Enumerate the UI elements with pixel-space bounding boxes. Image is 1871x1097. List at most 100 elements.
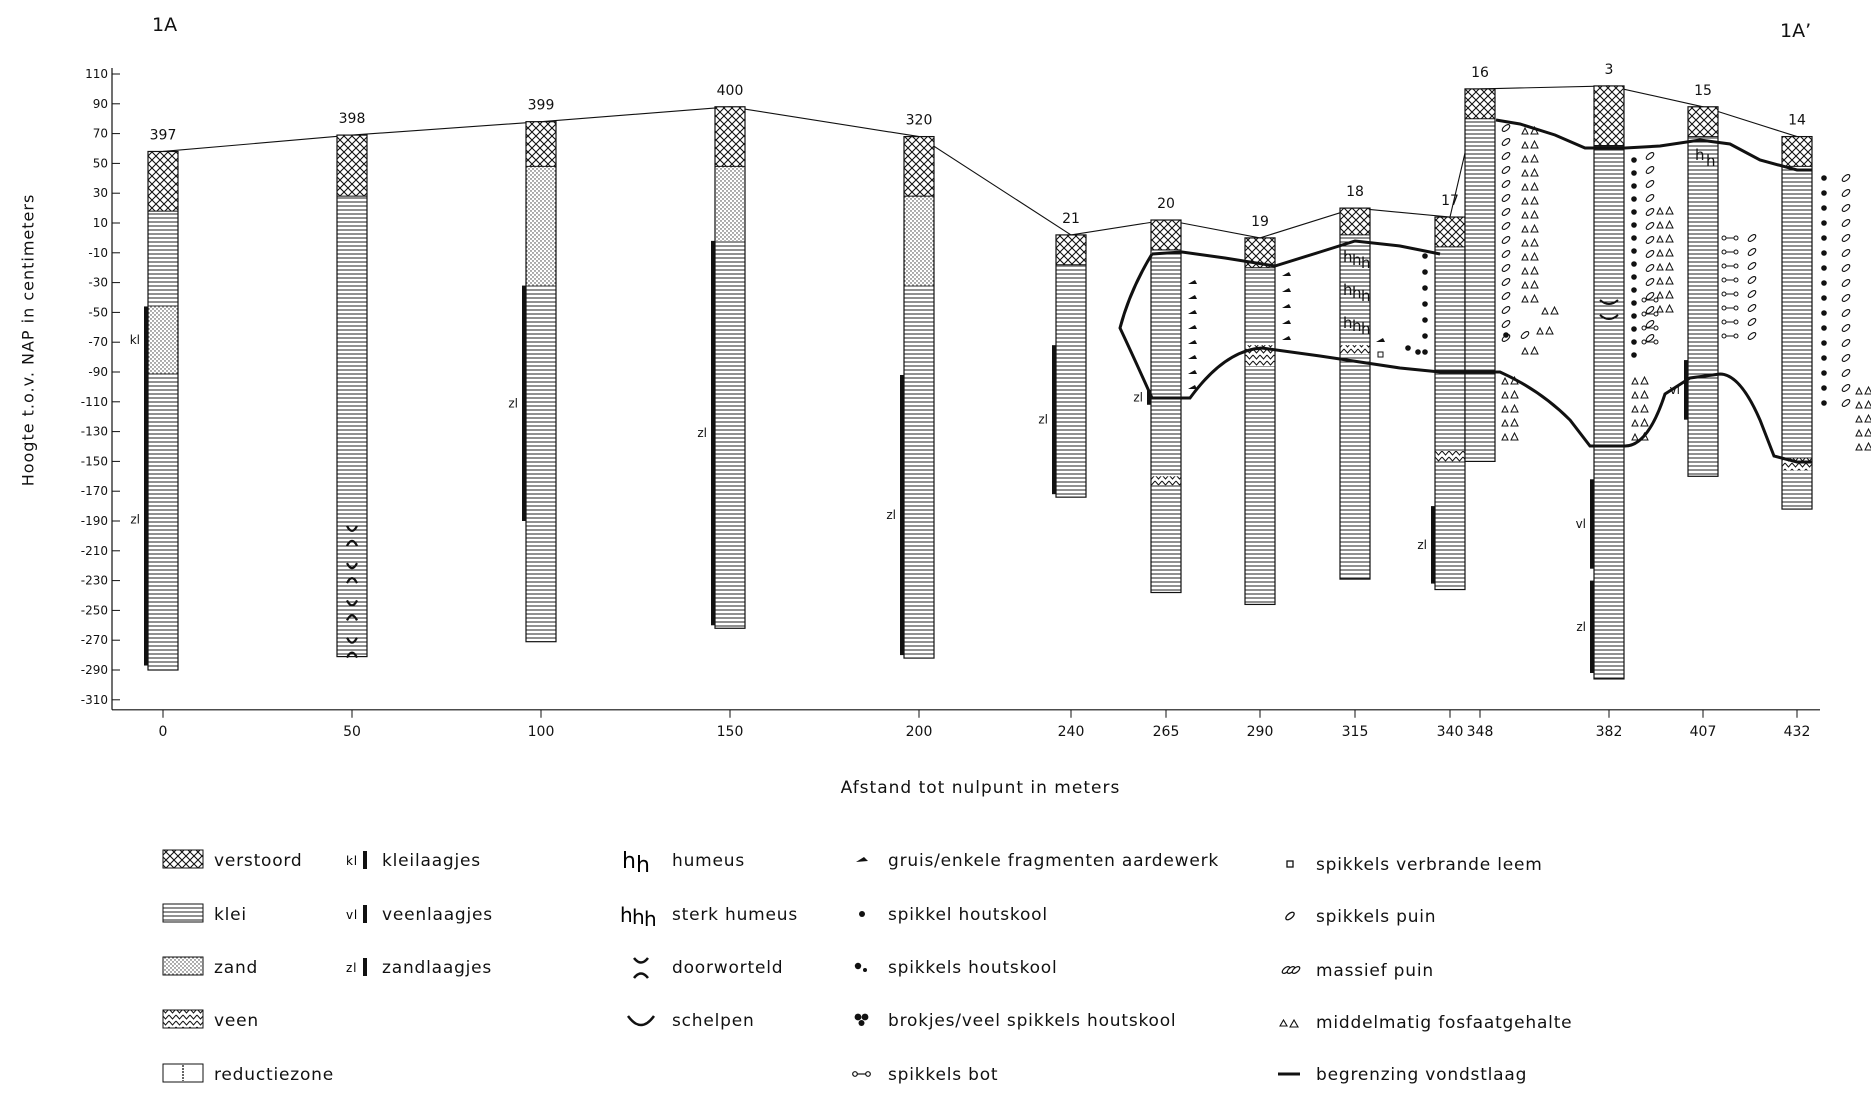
pottery-grit-icon xyxy=(1188,370,1197,374)
rooted-icon xyxy=(620,955,662,981)
phosphate-triangles-icon xyxy=(1855,385,1871,395)
legend-item-fosfaat: middelmatig fosfaatgehalte xyxy=(1276,1010,1572,1036)
rooted-icon xyxy=(346,562,358,584)
clay-layer xyxy=(1245,267,1275,605)
legend-label: zandlaagjes xyxy=(382,958,493,978)
rooted-icon xyxy=(346,637,358,659)
debris-icon xyxy=(1501,250,1511,258)
borehole-16: 16 xyxy=(1464,65,1496,463)
phosphate-triangles-icon xyxy=(1521,265,1539,275)
borehole-label: 399 xyxy=(528,98,555,114)
disturbed-layer xyxy=(1340,208,1370,235)
charcoal-dot-icon xyxy=(1821,280,1827,286)
bone-icon xyxy=(1733,235,1739,241)
bone-icon xyxy=(1733,319,1739,325)
debris-icon xyxy=(1841,219,1851,227)
debris-icon xyxy=(1747,262,1757,270)
legend-label: middelmatig fosfaatgehalte xyxy=(1316,1013,1573,1033)
humic-icon: h xyxy=(1706,152,1716,170)
pottery-grit-icon xyxy=(1188,310,1197,314)
phosphate-triangles-icon xyxy=(1631,403,1649,413)
charcoal-dot-icon xyxy=(1631,313,1637,319)
legend-item-spikkel-houtskool: spikkel houtskool xyxy=(848,902,1048,928)
phosphate-triangles-icon xyxy=(1855,441,1871,451)
thin-layer-code: zl xyxy=(1576,620,1586,634)
clay-layer xyxy=(1340,234,1370,580)
phosphate-triangles-icon xyxy=(1656,205,1674,215)
charcoal-dot-icon xyxy=(1821,265,1827,271)
borehole-15: 15 vl xyxy=(1670,83,1719,477)
y-tick-label: -10 xyxy=(88,246,108,260)
massive-debris-icon xyxy=(1276,958,1306,984)
borehole-label: 397 xyxy=(150,127,177,143)
find-layer-boundary-group xyxy=(1118,118,1812,464)
clay-layer xyxy=(337,196,367,657)
pottery-grit-icon xyxy=(1188,355,1197,359)
disturbed-layer xyxy=(337,135,367,197)
clay-layer xyxy=(1056,264,1086,498)
y-tick-label: 10 xyxy=(93,216,108,230)
boundary-line-lower xyxy=(1118,253,1812,464)
bone-icon xyxy=(1733,305,1739,311)
pottery-grit-icon xyxy=(1188,295,1197,299)
humic-icon: h xyxy=(1343,248,1353,266)
disturbed-layer xyxy=(1782,136,1812,167)
bone-icon xyxy=(1733,249,1739,255)
y-tick-label: 70 xyxy=(93,127,108,141)
legend-item-gruis: gruis/enkele fragmenten aardewerk xyxy=(848,848,1219,874)
legend-item-veen: veen xyxy=(162,1008,259,1034)
debris-icon xyxy=(1841,189,1851,197)
debris-icon xyxy=(1501,292,1511,300)
debris-icon xyxy=(1501,166,1511,174)
thin-layer-bar xyxy=(1590,479,1594,569)
y-tick-label: 90 xyxy=(93,97,108,111)
legend-label: humeus xyxy=(672,851,745,871)
thin-layer-code: zl xyxy=(1417,538,1427,552)
debris-icon xyxy=(1645,180,1655,188)
y-tick-label: -310 xyxy=(81,693,108,707)
phosphate-triangles-icon xyxy=(1521,209,1539,219)
charcoal-dot-icon xyxy=(1405,345,1411,351)
bone-icon xyxy=(1733,277,1739,283)
debris-icon xyxy=(1645,264,1655,272)
ground-surface-line xyxy=(162,85,1798,239)
charcoal-dot-icon xyxy=(848,902,878,928)
bone-icon xyxy=(1653,297,1659,303)
x-tick-label: 348 xyxy=(1467,724,1494,740)
phosphate-triangles-icon xyxy=(1656,303,1674,313)
y-tick-label: -270 xyxy=(81,633,108,647)
phosphate-triangles-icon xyxy=(1501,403,1519,413)
humic-icon: h xyxy=(1352,251,1362,269)
x-tick-label: 315 xyxy=(1342,724,1369,740)
debris-icon xyxy=(1501,152,1511,160)
debris-icon xyxy=(1645,278,1655,286)
thin-layer-code: zl xyxy=(697,426,707,440)
charcoal-dot-icon xyxy=(1821,220,1827,226)
thin-layer-code: vl xyxy=(1670,383,1680,397)
sand-layer xyxy=(715,166,745,241)
legend-label: zand xyxy=(214,958,259,978)
legend-item-begrenzing: begrenzing vondstlaag xyxy=(1276,1062,1527,1088)
disturbed-layer xyxy=(904,136,934,197)
legend-label: spikkel houtskool xyxy=(888,905,1048,925)
debris-icon xyxy=(1645,222,1655,230)
legend-item-brokjes-houtskool: brokjes/veel spikkels houtskool xyxy=(848,1008,1176,1034)
charcoal-dot-icon xyxy=(1422,301,1428,307)
debris-icon xyxy=(1645,334,1655,342)
phosphate-triangles-icon xyxy=(1521,195,1539,205)
svg-text:h: h xyxy=(636,853,651,874)
pottery-grit-icon xyxy=(1282,320,1291,324)
debris-icon xyxy=(1841,264,1851,272)
borehole-outline xyxy=(1781,135,1813,510)
phosphate-triangles-icon xyxy=(1541,305,1559,315)
debris-icon xyxy=(1501,124,1511,132)
charcoal-dot-icon xyxy=(1422,317,1428,323)
thin-layer-bar xyxy=(1147,389,1151,405)
legend-label: brokjes/veel spikkels houtskool xyxy=(888,1011,1177,1031)
legend-label: spikkels puin xyxy=(1316,907,1437,927)
borehole-outline xyxy=(1339,207,1371,580)
phosphate-triangles-icon xyxy=(1656,247,1674,257)
charcoal-chunks-icon xyxy=(848,1008,878,1034)
borehole-outline xyxy=(336,134,368,658)
